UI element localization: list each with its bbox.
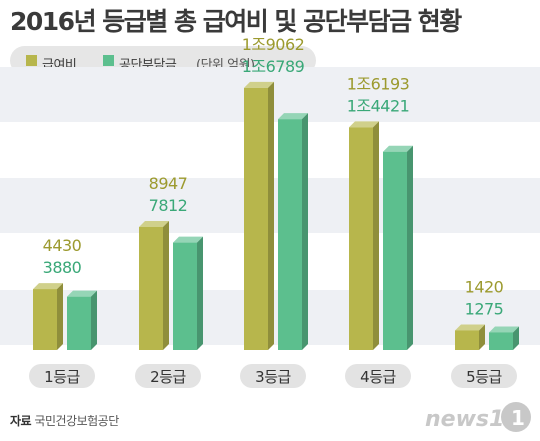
bar-side-2 (407, 145, 413, 350)
value-label-series2: 7812 (149, 196, 188, 215)
category-label: 5등급 (466, 368, 502, 386)
category-label: 3등급 (255, 368, 291, 386)
bar-top-1 (139, 220, 169, 227)
bar-series1-2 (139, 226, 163, 350)
bar-side-1 (479, 324, 485, 350)
value-label-series2: 1조6789 (242, 57, 305, 76)
news1-logo: news1 1 (425, 402, 531, 432)
bar-top-2 (383, 145, 413, 152)
value-label-series2: 1조4421 (347, 96, 410, 115)
value-label-series1: 4430 (43, 236, 82, 255)
value-label-series2: 1275 (465, 299, 504, 318)
bar-top-1 (244, 81, 274, 88)
category-pill (345, 364, 411, 388)
bar-series2-5 (489, 332, 513, 350)
category-label: 2등급 (150, 368, 186, 386)
bar-side-1 (163, 220, 169, 350)
legend-swatch-series2 (103, 55, 114, 66)
source-note: 자료 국민건강보험공단 (10, 412, 119, 429)
logo-text: news1 (425, 407, 504, 432)
bar-top-2 (278, 113, 308, 120)
category-label: 1등급 (44, 368, 80, 386)
bar-top-2 (173, 236, 203, 243)
value-label-series1: 1조9062 (242, 35, 305, 54)
bar-series2-4 (383, 151, 407, 350)
bar-series2-3 (278, 119, 302, 351)
chart-title: 2016년 등급별 총 급여비 및 공단부담금 현황 (10, 7, 462, 36)
bar-series2-2 (173, 242, 197, 350)
logo-circle (501, 402, 531, 432)
bar-series1-4 (349, 127, 373, 350)
category-pill (29, 364, 95, 388)
category-label: 4등급 (360, 368, 396, 386)
source-label: 자료 (10, 414, 32, 428)
bar-side-2 (302, 113, 308, 351)
value-label-series2: 3880 (43, 258, 82, 277)
bar-top-1 (349, 121, 379, 128)
bar-top-1 (455, 324, 485, 331)
bar-series1-3 (244, 87, 268, 351)
bar-side-2 (513, 326, 519, 350)
value-label-series1: 1420 (465, 277, 504, 296)
bar-side-1 (57, 283, 63, 350)
bar-top-2 (67, 290, 97, 297)
bar-side-2 (91, 290, 97, 350)
bar-side-1 (268, 81, 274, 351)
value-label-series1: 8947 (149, 174, 188, 193)
bar-top-2 (489, 326, 519, 333)
bar-top-1 (33, 283, 63, 290)
bar-series1-1 (33, 289, 57, 350)
source-text: 국민건강보험공단 (34, 414, 119, 428)
bar-series2-1 (67, 296, 91, 350)
legend-swatch-series1 (26, 55, 37, 66)
category-pill (451, 364, 517, 388)
category-pill (135, 364, 201, 388)
value-label-series1: 1조6193 (347, 74, 410, 93)
bar-series1-5 (455, 330, 479, 350)
bar-side-2 (197, 236, 203, 350)
logo-digit: 1 (511, 406, 525, 430)
bar-side-1 (373, 121, 379, 350)
category-pill (240, 364, 306, 388)
